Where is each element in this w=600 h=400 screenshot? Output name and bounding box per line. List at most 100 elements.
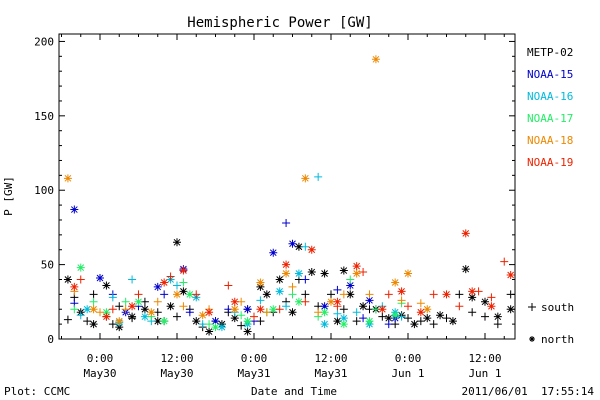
point-noaa-15-south	[185, 308, 194, 317]
legend-item-noaa-16: NOAA-16	[527, 90, 573, 103]
point-noaa-18-north	[230, 305, 239, 314]
point-noaa-15-south	[301, 275, 310, 284]
point-noaa-16-north	[320, 320, 329, 329]
point-noaa-15-north	[288, 239, 297, 248]
point-metp-02-north	[410, 320, 419, 329]
point-noaa-19-north	[468, 287, 477, 296]
point-noaa-19-south	[487, 293, 496, 302]
point-noaa-16-north	[275, 287, 284, 296]
point-metp-02-north	[461, 265, 470, 274]
legend: METP-02 NOAA-15 NOAA-16 NOAA-17 NOAA-18 NOAA-…	[527, 46, 573, 169]
x-tick-label-date: May31	[314, 367, 347, 380]
point-metp-02-south	[506, 290, 515, 299]
point-noaa-16-south	[397, 312, 406, 321]
point-noaa-15-north	[269, 248, 278, 257]
x-tick-label-time: 12:00	[160, 352, 193, 365]
point-metp-02-south	[455, 290, 464, 299]
point-metp-02-south	[352, 317, 361, 326]
point-metp-02-south	[108, 320, 117, 329]
marker-legend-label: north	[541, 333, 574, 346]
point-noaa-15-north	[365, 296, 374, 305]
point-metp-02-south	[83, 317, 92, 326]
point-metp-02-north	[128, 312, 137, 321]
point-noaa-19-south	[250, 312, 258, 321]
point-noaa-16-south	[256, 296, 265, 305]
point-metp-02-north	[384, 314, 393, 323]
point-noaa-16-south	[76, 311, 85, 320]
point-noaa-19-south	[166, 272, 175, 281]
point-noaa-17-north	[339, 320, 348, 329]
y-axis-title: P [GW]	[2, 176, 15, 216]
point-noaa-19-south	[429, 290, 438, 299]
point-metp-02-north	[179, 287, 188, 296]
point-noaa-16-south	[301, 242, 310, 251]
point-metp-02-south	[173, 312, 181, 321]
point-noaa-19-north	[352, 262, 361, 271]
point-metp-02-north	[320, 269, 329, 278]
marker-legend-north: north	[529, 333, 574, 346]
marker-legend-south: south	[528, 301, 574, 314]
point-noaa-19-south	[224, 281, 233, 290]
point-metp-02-north	[275, 275, 284, 284]
point-metp-02-south	[442, 314, 451, 323]
point-noaa-15-north	[211, 317, 220, 326]
point-metp-02-north	[256, 282, 265, 291]
point-noaa-16-south	[314, 172, 323, 181]
point-metp-02-south	[301, 290, 310, 299]
point-noaa-17-north	[243, 317, 252, 326]
point-noaa-18-north	[173, 290, 181, 299]
y-tick-label: 0	[47, 333, 54, 346]
point-noaa-17-south	[237, 311, 246, 320]
point-noaa-18-north	[301, 174, 310, 183]
y-tick-label: 100	[34, 184, 54, 197]
point-noaa-15-south	[160, 290, 169, 299]
y-tick-label: 150	[34, 110, 54, 123]
point-noaa-17-north	[134, 297, 143, 306]
point-noaa-16-south	[173, 281, 181, 290]
point-noaa-19-north	[442, 290, 451, 299]
point-noaa-15-north	[346, 281, 355, 290]
point-metp-02-north	[339, 266, 348, 275]
footer-plot-source: Plot: CCMC	[4, 385, 70, 398]
point-metp-02-north	[115, 323, 124, 332]
point-noaa-19-north	[70, 282, 79, 291]
point-metp-02-north	[436, 311, 445, 320]
point-noaa-17-north	[185, 290, 194, 299]
point-noaa-18-north	[89, 305, 98, 314]
point-noaa-16-south	[333, 309, 342, 318]
point-noaa-17-north	[365, 317, 374, 326]
point-noaa-16-north	[83, 305, 92, 314]
point-noaa-17-north	[102, 308, 111, 317]
point-metp-02-south	[339, 305, 348, 314]
point-metp-02-north	[294, 242, 303, 251]
point-noaa-19-north	[205, 308, 214, 317]
x-axis-title: Date and Time	[251, 385, 337, 398]
point-noaa-17-south	[288, 290, 297, 299]
x-tick-label-date: May30	[160, 367, 193, 380]
x-tick-label-time: 0:00	[241, 352, 268, 365]
point-metp-02-north	[192, 317, 201, 326]
point-metp-02-north	[448, 317, 457, 326]
point-metp-02-north	[288, 308, 297, 317]
point-noaa-15-south	[384, 320, 393, 329]
point-noaa-17-south	[121, 297, 130, 306]
point-noaa-16-north	[140, 312, 149, 321]
point-noaa-19-south	[192, 290, 201, 299]
point-noaa-19-north	[461, 229, 470, 238]
point-noaa-17-north	[294, 297, 303, 306]
point-noaa-17-north	[320, 308, 329, 317]
point-noaa-19-north	[256, 305, 265, 314]
point-metp-02-north	[102, 281, 111, 290]
point-noaa-19-north	[282, 260, 291, 269]
point-noaa-18-north	[352, 269, 361, 278]
point-metp-02-north	[89, 320, 98, 329]
x-axis: 0:00 May30 12:00 May30 0:00 May31 12:00 May31 0:…	[61, 34, 505, 380]
point-metp-02-north	[468, 293, 477, 302]
point-metp-02-north	[262, 290, 271, 299]
point-noaa-18-south	[288, 282, 297, 291]
point-noaa-19-north	[307, 245, 316, 254]
point-metp-02-south	[63, 315, 72, 324]
point-noaa-19-south	[384, 290, 393, 299]
point-noaa-18-south	[96, 308, 104, 317]
